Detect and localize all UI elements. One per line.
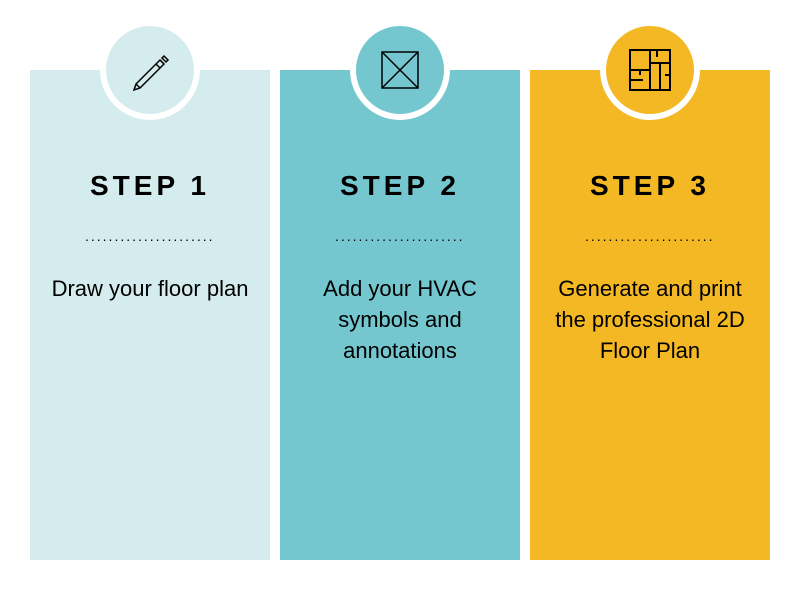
divider-dots: ........................ — [85, 228, 215, 244]
step-3-icon-circle — [600, 20, 700, 120]
pencil-icon — [126, 46, 174, 94]
step-card-2: STEP 2 ........................ Add your… — [280, 20, 520, 560]
floorplan-icon — [625, 45, 675, 95]
divider-dots: ........................ — [335, 228, 465, 244]
step-card-1: STEP 1 ........................ Draw you… — [30, 20, 270, 560]
step-1-desc: Draw your floor plan — [52, 274, 249, 305]
step-3-desc: Generate and print the professional 2D F… — [548, 274, 752, 366]
step-3-body: STEP 3 ........................ Generate… — [530, 70, 770, 560]
step-1-body: STEP 1 ........................ Draw you… — [30, 70, 270, 560]
step-card-3: STEP 3 ........................ Generate… — [530, 20, 770, 560]
step-2-desc: Add your HVAC symbols and annotations — [298, 274, 502, 366]
crossbox-icon — [378, 48, 422, 92]
step-1-icon-circle — [100, 20, 200, 120]
divider-dots: ........................ — [585, 228, 715, 244]
step-2-title: STEP 2 — [340, 170, 460, 202]
step-2-body: STEP 2 ........................ Add your… — [280, 70, 520, 560]
step-3-title: STEP 3 — [590, 170, 710, 202]
step-1-title: STEP 1 — [90, 170, 210, 202]
step-2-icon-circle — [350, 20, 450, 120]
steps-container: STEP 1 ........................ Draw you… — [0, 0, 800, 600]
